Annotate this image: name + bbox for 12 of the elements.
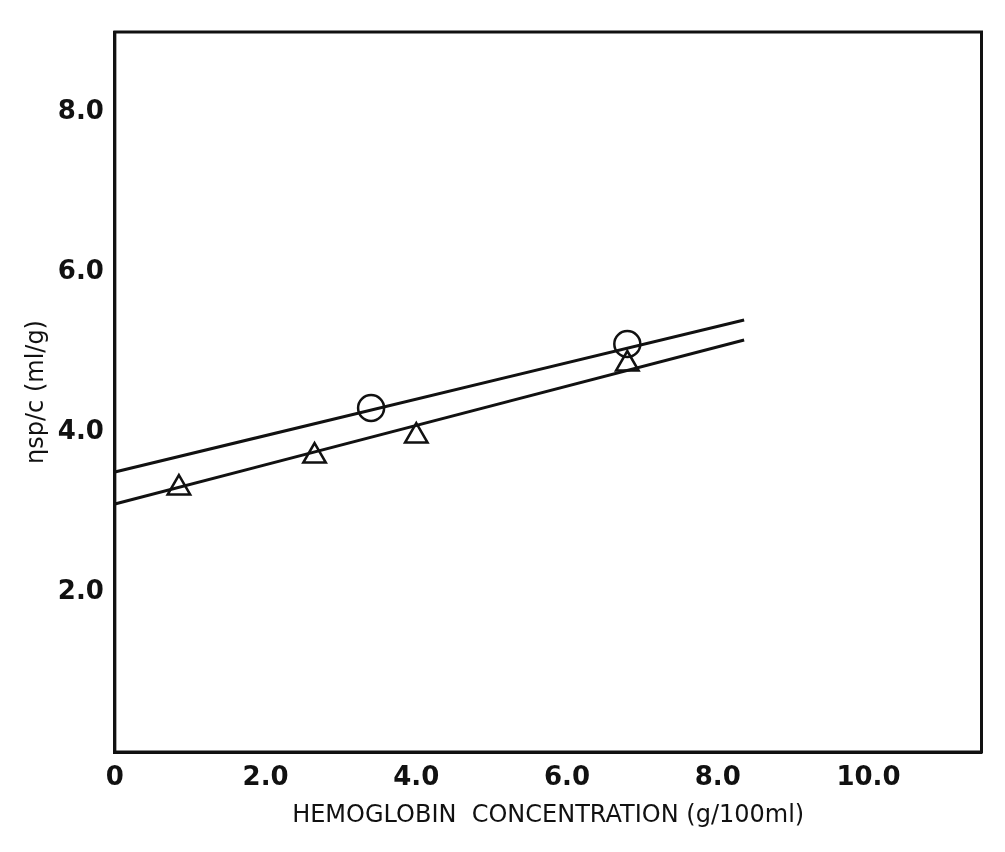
y-tick-label: 2.0 — [57, 574, 104, 605]
x-tick-label: 4.0 — [393, 761, 440, 792]
x-tick-label: 6.0 — [543, 761, 591, 792]
x-tick-label: 0 — [105, 761, 124, 792]
y-tick-label: 6.0 — [57, 254, 104, 285]
x-tick-label: 8.0 — [694, 761, 741, 792]
x-tick-label: 2.0 — [242, 761, 289, 792]
x-axis-title: HEMOGLOBIN CONCENTRATION (g/100ml) — [292, 799, 805, 828]
x-tick-label: 10.0 — [836, 761, 901, 792]
y-tick-label: 8.0 — [57, 94, 104, 125]
y-tick-label: 4.0 — [57, 414, 104, 445]
y-axis-title: ηsp/c (ml/g) — [20, 320, 49, 464]
